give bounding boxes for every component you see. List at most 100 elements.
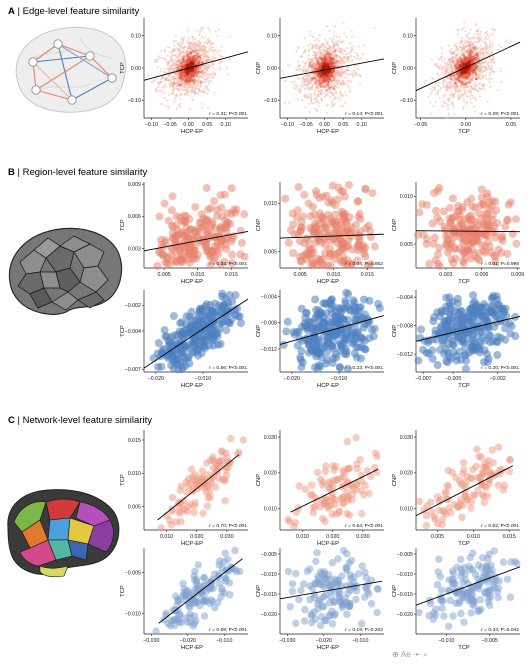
data-point [326,59,330,62]
data-point [460,28,464,31]
data-point [447,112,451,115]
data-point [437,77,440,80]
data-point [339,42,343,45]
data-point [161,57,164,60]
data-point [457,52,460,55]
data-point [204,53,207,57]
data-point [197,88,200,91]
data-point [452,105,455,108]
data-point [478,76,481,80]
data-point [432,77,435,81]
data-point [156,58,159,61]
data-point [506,41,509,44]
data-point [442,85,445,88]
data-point [163,70,166,74]
data-point [193,89,196,92]
data-point [330,40,333,43]
data-point [326,55,330,58]
data-point [345,53,348,56]
data-point [468,89,471,92]
data-point [206,88,209,91]
data-point [341,95,344,98]
data-point [432,105,435,108]
data-point [458,88,461,91]
data-point [219,55,223,59]
data-point [472,96,475,99]
data-point [484,31,487,34]
data-point [146,74,149,77]
data-point [328,29,331,32]
data-point [462,53,466,57]
data-point [164,104,167,108]
data-point [311,44,314,47]
data-point [179,82,182,85]
data-point [346,82,349,85]
data-point [468,49,472,53]
data-point [429,112,432,115]
data-point [314,46,318,50]
data-point [214,49,217,52]
data-point [362,53,365,56]
data-point [328,97,331,100]
data-point [193,78,196,82]
data-point [202,51,205,54]
data-point [359,74,362,77]
data-point [471,87,475,90]
data-point [328,86,332,89]
data-point [441,81,444,85]
data-point [176,60,179,64]
data-point [281,69,284,72]
data-point [187,29,190,32]
data-point [196,69,200,72]
x-tick-label: 0.00 [183,122,193,128]
data-point [450,90,453,93]
data-point [199,75,202,78]
data-point [324,43,327,46]
section-title-a: A | Edge-level feature similarity [8,6,140,17]
data-point [160,78,163,81]
data-point [209,46,212,49]
data-point [326,80,330,83]
data-point [310,102,313,105]
data-point [476,30,479,33]
data-point [213,52,216,55]
data-point [229,35,232,38]
data-point [471,75,474,78]
data-point [308,57,311,61]
data-point [175,107,179,111]
data-point [329,49,332,52]
data-point [163,67,166,70]
data-point [457,96,460,99]
data-point [348,61,351,64]
data-point [349,50,352,53]
data-point [485,52,488,55]
data-point [332,76,336,79]
data-point [172,47,175,51]
data-point [299,87,302,90]
data-point [207,48,211,51]
data-point [182,59,186,62]
data-point [162,86,165,89]
data-point [465,49,469,53]
data-point [474,33,477,36]
data-point [191,35,194,39]
data-point [331,46,334,49]
data-point [459,40,462,43]
data-point [321,72,325,76]
data-point [217,29,220,32]
data-point [461,46,464,49]
data-point [472,55,476,59]
data-point [470,36,473,40]
data-point [447,107,450,111]
data-point [307,44,310,47]
data-point [163,83,166,86]
data-point [210,59,213,62]
data-point [312,59,315,62]
data-point [464,83,467,86]
data-point [197,83,200,86]
data-point [307,54,310,57]
data-point [159,67,162,70]
data-point [316,100,319,103]
data-point [459,84,462,87]
data-point [463,21,466,24]
